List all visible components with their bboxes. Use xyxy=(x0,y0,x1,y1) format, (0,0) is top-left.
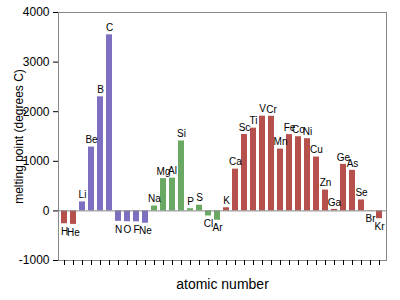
svg-text:2000: 2000 xyxy=(23,105,50,119)
svg-text:S: S xyxy=(196,192,203,203)
svg-text:Cr: Cr xyxy=(266,104,277,115)
svg-text:0: 0 xyxy=(43,204,50,218)
svg-text:Ar: Ar xyxy=(213,222,224,233)
svg-text:Fe: Fe xyxy=(283,121,296,133)
svg-text:Cl: Cl xyxy=(203,218,214,230)
svg-text:K: K xyxy=(223,195,230,206)
svg-text:Kr: Kr xyxy=(375,221,386,232)
svg-text:H: H xyxy=(60,225,69,237)
svg-text:O: O xyxy=(124,224,132,235)
svg-text:Ca: Ca xyxy=(229,156,242,167)
svg-text:Al: Al xyxy=(168,165,177,176)
svg-text:As: As xyxy=(347,158,359,169)
svg-text:Na: Na xyxy=(148,193,161,204)
svg-text:atomic number: atomic number xyxy=(176,276,269,292)
svg-text:1000: 1000 xyxy=(23,154,50,168)
svg-text:Cu: Cu xyxy=(310,144,323,155)
svg-text:N: N xyxy=(115,224,122,235)
svg-text:V: V xyxy=(259,103,266,114)
svg-text:He: He xyxy=(67,227,80,238)
svg-text:3000: 3000 xyxy=(23,55,50,69)
svg-text:Mn: Mn xyxy=(274,136,288,147)
svg-text:Mg: Mg xyxy=(156,165,171,177)
svg-text:Si: Si xyxy=(177,128,186,139)
svg-text:Br: Br xyxy=(365,213,376,225)
svg-text:C: C xyxy=(106,22,113,33)
svg-text:-1000: -1000 xyxy=(19,253,50,267)
svg-text:Ge: Ge xyxy=(336,151,351,163)
svg-text:Co: Co xyxy=(292,123,305,135)
svg-text:Se: Se xyxy=(355,187,368,198)
svg-text:melting point (degrees C): melting point (degrees C) xyxy=(12,69,26,204)
svg-text:Ne: Ne xyxy=(139,225,152,236)
svg-text:Sc: Sc xyxy=(238,121,251,133)
svg-text:Ni: Ni xyxy=(303,126,312,137)
svg-text:P: P xyxy=(187,196,194,207)
svg-text:Li: Li xyxy=(79,189,87,200)
svg-text:Be: Be xyxy=(85,134,98,145)
svg-text:Ti: Ti xyxy=(250,115,258,126)
svg-text:Ga: Ga xyxy=(328,197,342,208)
svg-text:4000: 4000 xyxy=(23,5,50,19)
svg-text:F: F xyxy=(133,224,140,235)
svg-text:Zn: Zn xyxy=(320,177,332,188)
svg-text:B: B xyxy=(97,84,104,95)
